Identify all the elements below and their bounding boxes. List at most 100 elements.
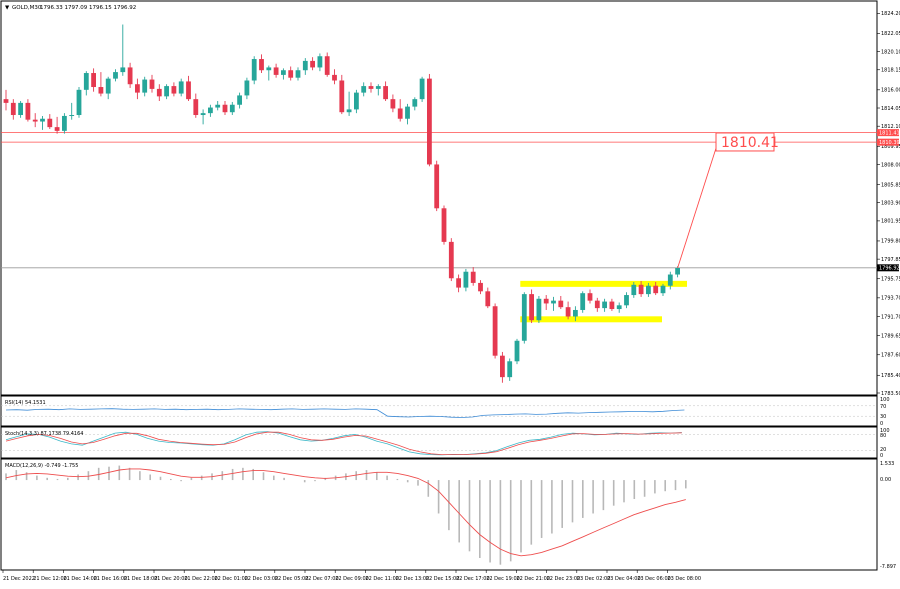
candle-body bbox=[529, 294, 534, 321]
price-tick-label: 1816.00 bbox=[881, 88, 900, 94]
candle-body bbox=[339, 80, 345, 113]
stoch-level-80: 80 bbox=[880, 433, 886, 439]
candle-body bbox=[98, 87, 104, 94]
rsi-indicator bbox=[1, 405, 877, 418]
candle-body bbox=[244, 80, 250, 96]
candle-body bbox=[624, 295, 629, 306]
candle-body bbox=[478, 282, 483, 292]
candle-body bbox=[580, 293, 586, 310]
stochastic-indicator bbox=[1, 431, 877, 456]
candle-body bbox=[229, 104, 235, 113]
resistance-price-tag bbox=[877, 129, 899, 137]
time-tick-label: 22 Dec 07:00 bbox=[305, 576, 339, 582]
candle-body bbox=[266, 67, 272, 71]
price-tick-label: 1805.85 bbox=[881, 182, 900, 188]
candle-body bbox=[346, 109, 352, 113]
time-tick-label: 22 Dec 13:00 bbox=[396, 576, 430, 582]
candle-body bbox=[251, 59, 257, 81]
time-tick-label: 21 Dec 22:00 bbox=[184, 576, 218, 582]
candle-body bbox=[448, 241, 454, 279]
candle-body bbox=[602, 301, 607, 309]
candle-body bbox=[405, 106, 410, 119]
time-tick-label: 23 Dec 06:00 bbox=[637, 576, 671, 582]
time-tick-label: 22 Dec 05:00 bbox=[275, 576, 309, 582]
resistance-price-tag bbox=[877, 138, 899, 146]
candle-body bbox=[383, 86, 388, 100]
symbol-dropdown-icon[interactable]: ▼ bbox=[5, 5, 10, 11]
macd-signal-line bbox=[5, 468, 686, 557]
candle-body bbox=[558, 300, 564, 308]
current-price-label: 1796.92 bbox=[879, 266, 900, 272]
candle-body bbox=[536, 298, 542, 321]
candle-body bbox=[521, 294, 527, 341]
candle-body bbox=[171, 86, 177, 94]
candle-body bbox=[186, 81, 191, 100]
rsi-level-0: 0 bbox=[880, 421, 883, 427]
candle-body bbox=[434, 164, 440, 209]
time-tick-label: 22 Dec 17:00 bbox=[456, 576, 490, 582]
candle-body bbox=[514, 340, 520, 362]
time-tick-label: 23 Dec 04:00 bbox=[607, 576, 641, 582]
candle-body bbox=[427, 78, 432, 165]
stoch-level-20: 20 bbox=[880, 447, 886, 453]
candle-body bbox=[565, 307, 571, 317]
price-axis: 1824.20 1822.05 1820.10 1818.15 1816.00 1814.… bbox=[877, 11, 900, 397]
price-tick-label: 1785.40 bbox=[881, 373, 900, 379]
candle-body bbox=[587, 293, 593, 301]
resistance-price-label: 1811.41 bbox=[879, 130, 900, 136]
consolidation-range bbox=[520, 280, 687, 323]
time-tick-label: 21 Dec 14:00 bbox=[63, 576, 97, 582]
price-tick-label: 1812.10 bbox=[881, 124, 900, 130]
stoch-panel[interactable] bbox=[0, 426, 878, 459]
rsi-level-70: 70 bbox=[880, 404, 886, 410]
price-tick-label: 1783.50 bbox=[881, 391, 900, 397]
candle-body bbox=[646, 285, 651, 295]
time-tick-label: 22 Dec 15:00 bbox=[426, 576, 460, 582]
time-tick-label: 22 Dec 11:00 bbox=[365, 576, 399, 582]
time-tick-label: 22 Dec 01:00 bbox=[214, 576, 248, 582]
candle-body bbox=[375, 86, 381, 89]
projection-line bbox=[677, 141, 719, 269]
candle-body bbox=[135, 84, 140, 93]
candle-body bbox=[324, 56, 330, 75]
time-tick-label: 21 Dec 16:00 bbox=[94, 576, 128, 582]
price-tick-label: 1820.10 bbox=[881, 49, 900, 55]
rsi-level-100: 100 bbox=[880, 397, 890, 403]
candle-body bbox=[237, 95, 242, 105]
candle-body bbox=[638, 284, 644, 295]
candle-body bbox=[470, 271, 476, 283]
time-tick-label: 22 Dec 21:00 bbox=[516, 576, 550, 582]
range-box-top-band bbox=[520, 280, 687, 287]
current-price-tag bbox=[877, 264, 899, 272]
rsi-label: RSI(14) 54.1531 bbox=[5, 400, 46, 406]
candle-body bbox=[485, 291, 491, 307]
range-box-bottom-band bbox=[520, 316, 662, 323]
stoch-label: Stoch(14,3,3) 87.1738 79.4164 bbox=[5, 431, 83, 437]
candle-body bbox=[18, 102, 23, 116]
stoch-k-line bbox=[5, 431, 682, 456]
rsi-panel[interactable] bbox=[0, 395, 878, 427]
candle-body bbox=[412, 99, 418, 107]
candle-body bbox=[441, 208, 447, 242]
candle-body bbox=[200, 113, 206, 116]
macd-level-min: -7.897 bbox=[880, 564, 896, 570]
price-tick-label: 1793.70 bbox=[881, 296, 900, 302]
price-tick-label: 1799.80 bbox=[881, 239, 900, 245]
candle-body bbox=[317, 56, 323, 68]
candle-body bbox=[463, 271, 469, 288]
candle-body bbox=[419, 78, 425, 100]
time-tick-label: 22 Dec 09:00 bbox=[335, 576, 369, 582]
candle-body bbox=[281, 70, 286, 75]
candle-body bbox=[3, 99, 9, 103]
candle-body bbox=[573, 309, 578, 317]
projection-annotation: 1810.41 bbox=[677, 132, 779, 269]
macd-panel[interactable] bbox=[0, 458, 878, 571]
target-price-box bbox=[715, 132, 775, 152]
candle-body bbox=[288, 70, 294, 78]
candle-body bbox=[142, 79, 148, 93]
candle-body bbox=[609, 301, 615, 310]
candle-body bbox=[500, 355, 505, 378]
